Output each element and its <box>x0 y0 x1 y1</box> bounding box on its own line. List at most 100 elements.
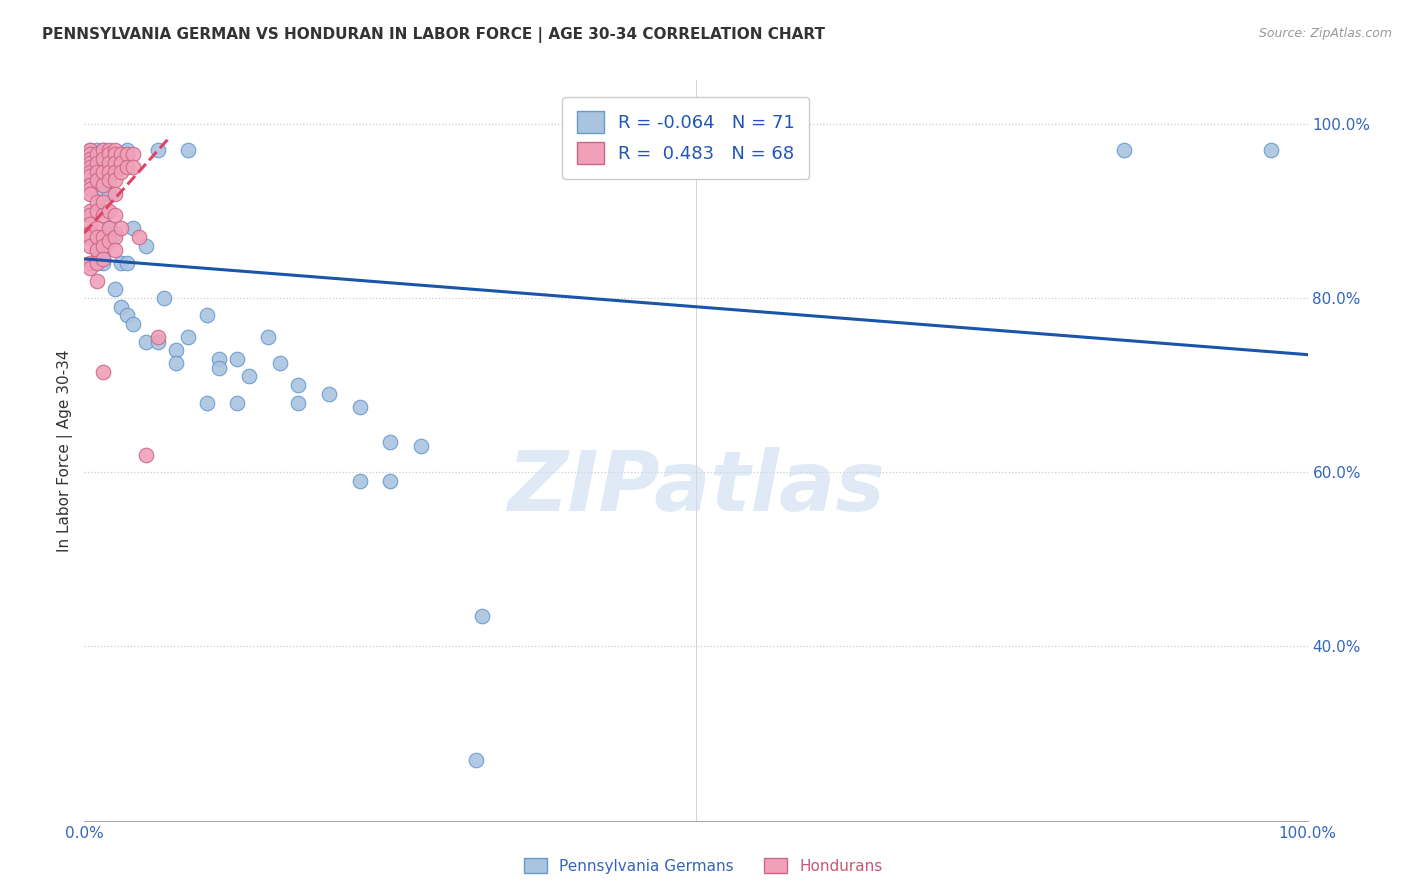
Point <box>91 173 114 187</box>
Point <box>91 252 114 266</box>
Text: PENNSYLVANIA GERMAN VS HONDURAN IN LABOR FORCE | AGE 30-34 CORRELATION CHART: PENNSYLVANIA GERMAN VS HONDURAN IN LABOR… <box>42 27 825 43</box>
Point <box>104 173 127 187</box>
Point <box>409 439 432 453</box>
Point <box>122 161 145 175</box>
Point <box>91 247 114 261</box>
Point <box>115 256 138 270</box>
Point <box>226 395 249 409</box>
Legend: Pennsylvania Germans, Hondurans: Pennsylvania Germans, Hondurans <box>517 852 889 880</box>
Point <box>91 143 114 157</box>
Point <box>122 147 145 161</box>
Point <box>86 230 108 244</box>
Point <box>177 330 200 344</box>
Point <box>79 208 101 222</box>
Point <box>110 156 132 170</box>
Point <box>79 239 101 253</box>
Point <box>464 753 486 767</box>
Point <box>86 165 108 179</box>
Point <box>91 152 114 166</box>
Point <box>86 173 108 187</box>
Point <box>177 143 200 157</box>
Point <box>79 182 101 196</box>
Point <box>86 256 108 270</box>
Point <box>86 156 108 170</box>
Point <box>287 395 309 409</box>
Point <box>471 609 494 624</box>
Point <box>79 178 101 192</box>
Point <box>79 256 101 270</box>
Point <box>208 351 231 366</box>
Point <box>122 317 145 331</box>
Point <box>104 156 127 170</box>
Point <box>104 161 127 175</box>
Point <box>91 208 114 222</box>
Point <box>165 356 187 370</box>
Point <box>79 147 101 161</box>
Point <box>86 203 108 218</box>
Point <box>97 221 120 235</box>
Point <box>1114 143 1136 157</box>
Point <box>110 147 132 161</box>
Point <box>86 243 108 257</box>
Point <box>79 260 101 275</box>
Point <box>86 165 108 179</box>
Point <box>257 330 280 344</box>
Point <box>135 239 157 253</box>
Point <box>110 300 132 314</box>
Point <box>79 203 101 218</box>
Point <box>97 156 120 170</box>
Point <box>104 226 127 240</box>
Point <box>195 395 218 409</box>
Point <box>97 235 120 249</box>
Point <box>1260 143 1282 157</box>
Point <box>79 143 101 157</box>
Legend: R = -0.064   N = 71, R =  0.483   N = 68: R = -0.064 N = 71, R = 0.483 N = 68 <box>562 96 810 178</box>
Point <box>146 330 169 344</box>
Point <box>153 291 176 305</box>
Point <box>91 143 114 157</box>
Point <box>79 152 101 166</box>
Point <box>91 239 114 253</box>
Point <box>79 169 101 183</box>
Point <box>86 169 108 183</box>
Point <box>135 334 157 349</box>
Point <box>97 147 120 161</box>
Point <box>110 256 132 270</box>
Point <box>122 221 145 235</box>
Point <box>104 282 127 296</box>
Point <box>115 143 138 157</box>
Point <box>146 143 169 157</box>
Point <box>349 474 371 488</box>
Point <box>104 186 127 201</box>
Point <box>269 356 291 370</box>
Point <box>115 309 138 323</box>
Point <box>79 143 101 157</box>
Point <box>79 165 101 179</box>
Point <box>86 173 108 187</box>
Y-axis label: In Labor Force | Age 30-34: In Labor Force | Age 30-34 <box>58 349 73 552</box>
Point <box>165 343 187 358</box>
Point <box>195 309 218 323</box>
Point <box>91 252 114 266</box>
Point <box>97 156 120 170</box>
Point <box>86 161 108 175</box>
Point <box>104 208 127 222</box>
Point <box>104 230 127 244</box>
Point <box>79 186 101 201</box>
Point <box>86 143 108 157</box>
Point <box>91 230 114 244</box>
Point <box>91 195 114 210</box>
Point <box>97 203 120 218</box>
Point <box>86 274 108 288</box>
Point <box>97 165 120 179</box>
Point <box>91 178 114 192</box>
Point <box>86 152 108 166</box>
Point <box>79 217 101 231</box>
Point <box>115 161 138 175</box>
Point <box>128 230 150 244</box>
Point <box>97 143 120 157</box>
Point <box>97 221 120 235</box>
Point <box>238 369 260 384</box>
Point <box>86 243 108 257</box>
Point <box>110 165 132 179</box>
